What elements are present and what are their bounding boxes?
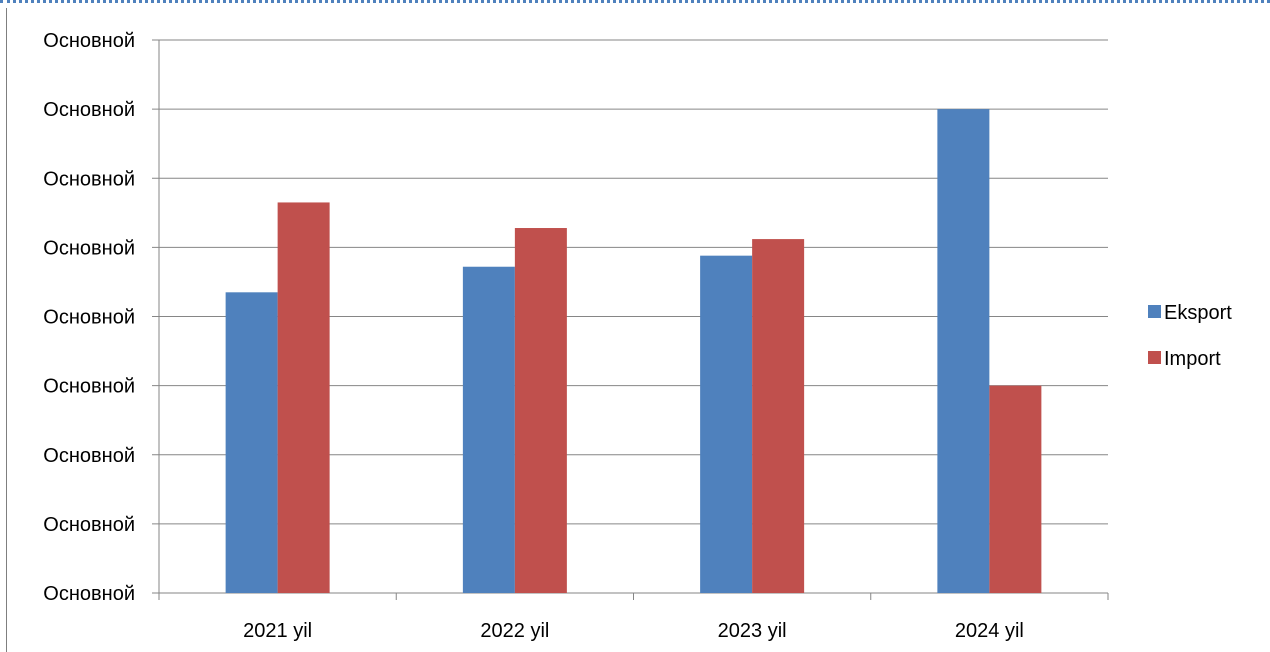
x-tick-label: 2024 yil — [955, 620, 1024, 642]
bar-import-3 — [752, 239, 805, 593]
legend-swatch-import — [1148, 351, 1161, 364]
bar-import-1 — [277, 202, 330, 593]
y-tick-label: Основной — [43, 237, 135, 259]
bar-eksport-2 — [462, 266, 515, 593]
y-tick-label: Основной — [43, 99, 135, 121]
x-tick-label: 2022 yil — [480, 620, 549, 642]
x-tick-label: 2023 yil — [718, 620, 787, 642]
bar-eksport-3 — [700, 255, 753, 594]
x-tick-label: 2021 yil — [243, 620, 312, 642]
legend-label-eksport: Eksport — [1164, 302, 1232, 324]
chart-frame-left-border — [6, 8, 7, 652]
y-tick-label: Основной — [43, 307, 135, 329]
y-tick-label: Основной — [43, 445, 135, 467]
bar-import-4 — [989, 385, 1042, 593]
y-tick-label: Основной — [43, 583, 135, 605]
y-tick-label: Основной — [43, 30, 135, 52]
y-tick-label: Основной — [43, 376, 135, 398]
legend-swatch-eksport — [1148, 305, 1161, 318]
bar-eksport-1 — [225, 292, 278, 593]
y-tick-label: Основной — [43, 168, 135, 190]
legend-label-import: Import — [1164, 348, 1221, 370]
bar-eksport-4 — [937, 109, 990, 593]
y-tick-label: Основной — [43, 514, 135, 536]
bar-import-2 — [514, 228, 567, 593]
chart-frame-top-border — [0, 0, 1270, 3]
